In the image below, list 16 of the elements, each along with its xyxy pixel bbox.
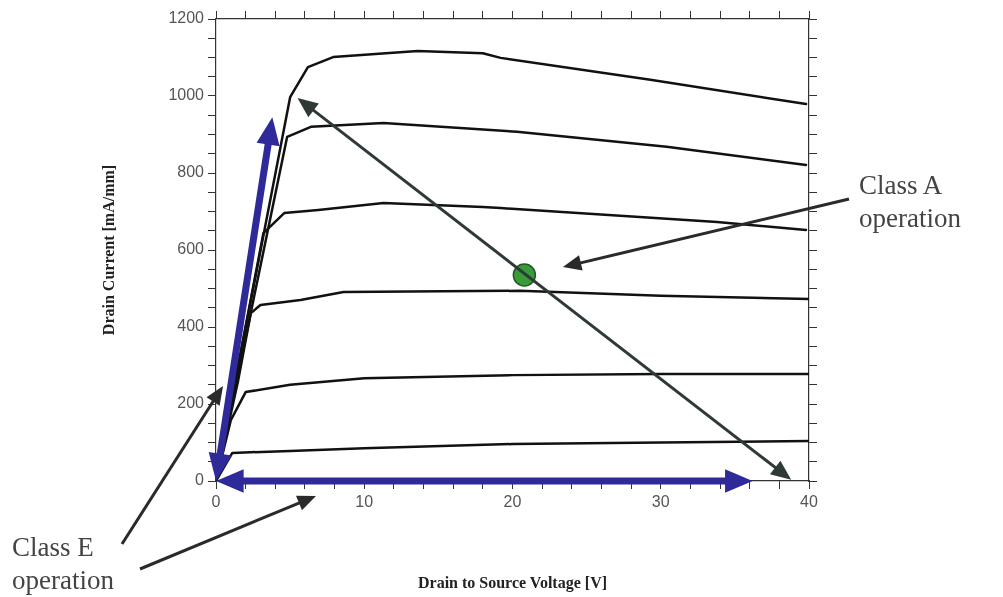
y-tick-label: 600: [177, 240, 205, 258]
y-tick-label: 200: [177, 394, 205, 412]
y-tick-label: 1000: [168, 86, 205, 104]
text: Class A operation: [859, 170, 962, 233]
y-tick-label: 1200: [168, 9, 205, 27]
y-tick-label: 400: [177, 317, 205, 335]
x-tick-label: 40: [800, 493, 818, 511]
x-tick-label: 20: [503, 493, 522, 511]
x-axis-title: Drain to Source Voltage [V]: [417, 573, 608, 592]
y-axis-title: Drain Current [mA/mm]: [99, 164, 117, 336]
text: Class E operation: [12, 532, 115, 595]
y-tick-label: 0: [195, 471, 205, 489]
x-tick-label: 10: [355, 493, 374, 511]
x-tick-label: 0: [211, 493, 221, 511]
y-tick-label: 800: [177, 163, 205, 181]
x-tick-label: 30: [651, 493, 670, 511]
